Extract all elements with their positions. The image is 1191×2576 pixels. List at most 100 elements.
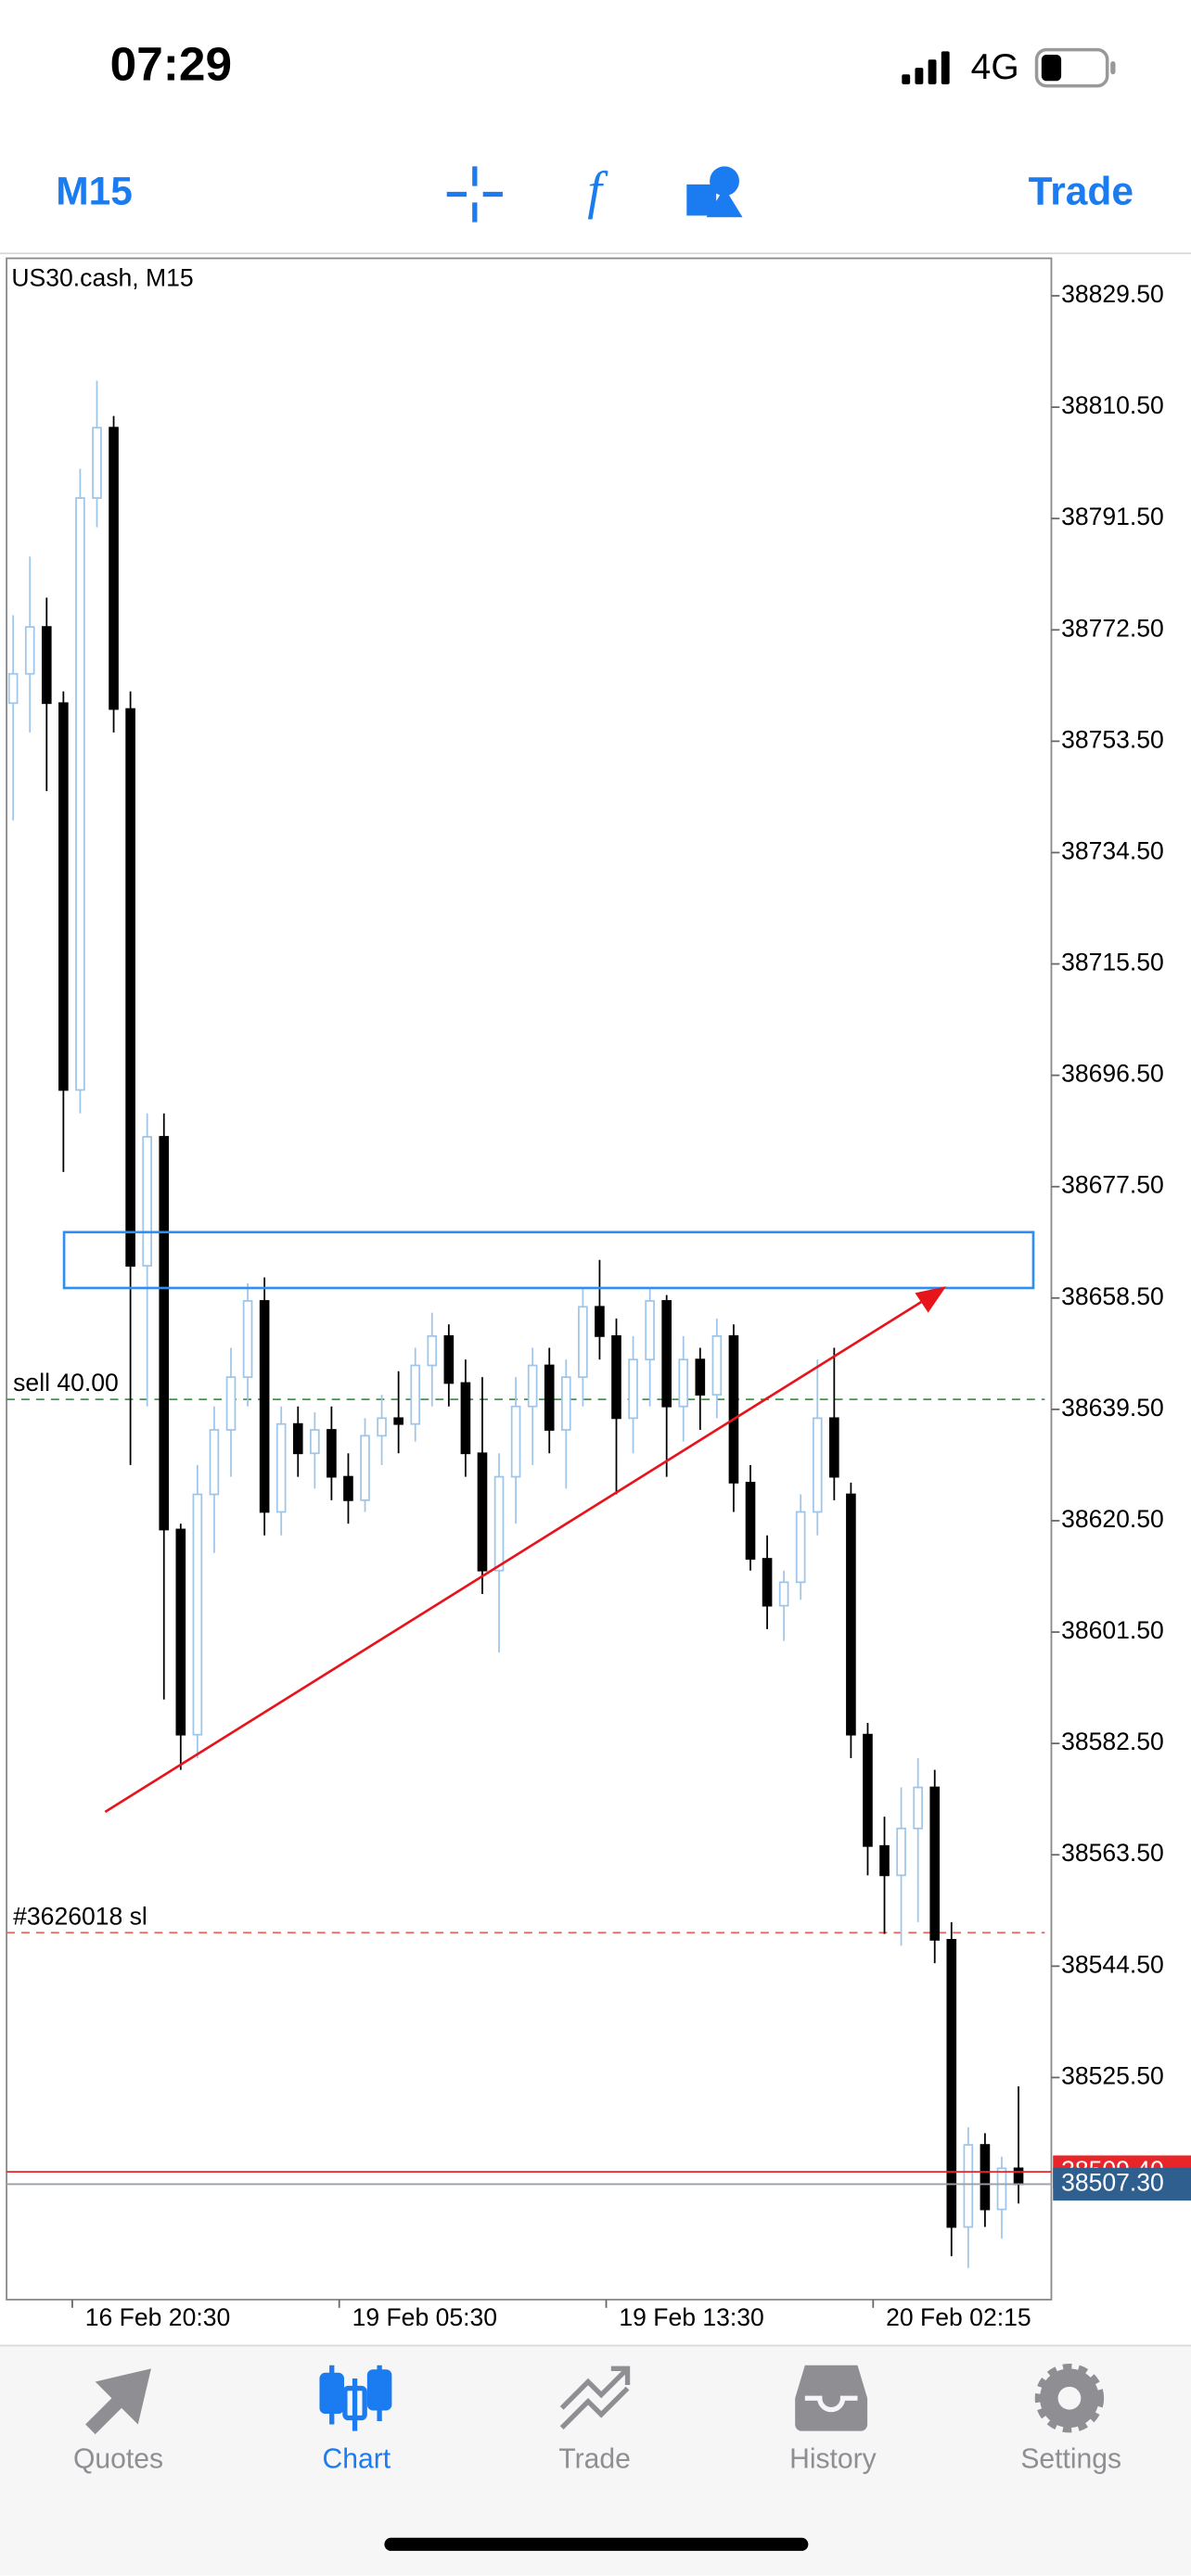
candle-body xyxy=(41,626,52,705)
candle-body xyxy=(410,1364,421,1425)
candle-body xyxy=(762,1558,773,1607)
chart-title: US30.cash, M15 xyxy=(11,264,193,292)
last-box xyxy=(1053,2167,1191,2201)
home-indicator xyxy=(384,2537,809,2551)
y-tick-label: 38677.50 xyxy=(1061,1171,1164,1199)
candle-body xyxy=(92,427,102,499)
candle-body xyxy=(980,2144,991,2211)
y-tick-label: 38696.50 xyxy=(1061,1060,1164,1088)
candle-body xyxy=(393,1417,403,1425)
candle-body xyxy=(24,626,35,675)
tab-label[interactable]: History xyxy=(789,2443,877,2474)
tab-label[interactable]: Trade xyxy=(558,2443,631,2474)
candle-body xyxy=(695,1358,706,1396)
plot-frame xyxy=(6,257,1053,2301)
crosshair-button[interactable] xyxy=(446,166,503,223)
candle-body xyxy=(846,1493,856,1736)
candle-body xyxy=(661,1300,672,1408)
candle-body xyxy=(275,1422,287,1513)
y-tick-label: 38563.50 xyxy=(1061,1839,1164,1867)
tab-labels: Quotes Chart Trade History Settings xyxy=(73,2443,1121,2474)
y-tick-label: 38525.50 xyxy=(1061,2061,1164,2089)
candle-body xyxy=(728,1334,739,1484)
timeframe-button[interactable]: M15 xyxy=(56,171,133,214)
y-tick-label: 38582.50 xyxy=(1061,1728,1164,1755)
candle-body xyxy=(443,1334,455,1384)
candle-body xyxy=(946,1938,957,2228)
candle-body xyxy=(242,1300,253,1379)
battery-icon xyxy=(1034,47,1116,88)
candle-body xyxy=(812,1417,823,1513)
candle-body xyxy=(125,708,135,1267)
network-label: 4G xyxy=(971,47,1019,87)
indicators-button[interactable]: f xyxy=(587,162,608,220)
candle-body xyxy=(611,1334,621,1420)
candle-body xyxy=(1013,2167,1024,2186)
y-tick-label: 38715.50 xyxy=(1061,949,1164,976)
candle-body xyxy=(829,1417,839,1478)
tab-bar xyxy=(0,2345,1191,2576)
candle-body xyxy=(544,1364,555,1431)
trade-icon xyxy=(559,2366,631,2429)
last-label: 38507.30 xyxy=(1061,2168,1164,2196)
candle-body xyxy=(493,1475,505,1572)
candle-body xyxy=(75,497,85,1091)
candle-body xyxy=(477,1452,488,1572)
candle-body xyxy=(896,1827,906,1877)
candle-body xyxy=(645,1300,655,1361)
candle-body xyxy=(578,1306,588,1379)
rectangle-object[interactable] xyxy=(62,1231,1035,1290)
tab-label[interactable]: Chart xyxy=(323,2443,391,2474)
candle-body xyxy=(343,1475,353,1501)
candle-body xyxy=(377,1417,387,1437)
objects-button[interactable] xyxy=(686,166,743,218)
arrow-head xyxy=(915,1286,947,1313)
candle-body xyxy=(209,1429,220,1496)
candle-body xyxy=(360,1435,370,1501)
trade-button[interactable]: Trade xyxy=(1029,171,1133,214)
candle-body xyxy=(159,1136,170,1531)
candle-body xyxy=(628,1358,638,1420)
candle-body xyxy=(460,1382,471,1455)
y-tick-label: 38544.50 xyxy=(1061,1950,1164,1978)
candle-body xyxy=(963,2144,974,2228)
x-tick-label: 20 Feb 02:15 xyxy=(886,2303,1031,2331)
candle-body xyxy=(778,1581,789,1607)
candle-body xyxy=(259,1300,270,1513)
candle-body xyxy=(58,702,69,1091)
y-tick-label: 38601.50 xyxy=(1061,1616,1164,1644)
candle-body xyxy=(913,1786,923,1830)
status-time: 07:29 xyxy=(110,38,232,91)
order-line-label: #3626018 sl xyxy=(13,1902,147,1930)
y-tick-label: 38810.50 xyxy=(1061,391,1164,419)
chart-icon xyxy=(319,2365,392,2431)
candle-body xyxy=(595,1306,605,1337)
y-tick-label: 38772.50 xyxy=(1061,614,1164,642)
quotes-icon xyxy=(85,2368,151,2435)
candle-body xyxy=(175,1528,186,1736)
tab-label[interactable]: Settings xyxy=(1020,2443,1121,2474)
candle-body xyxy=(678,1358,689,1408)
history-icon xyxy=(795,2365,868,2431)
candle-body xyxy=(192,1493,203,1736)
y-tick-label: 38829.50 xyxy=(1061,280,1164,308)
x-tick-label: 19 Feb 05:30 xyxy=(352,2303,497,2331)
candle-body xyxy=(879,1844,890,1877)
candle-body xyxy=(745,1482,756,1560)
y-tick-label: 38658.50 xyxy=(1061,1282,1164,1310)
tab-label[interactable]: Quotes xyxy=(73,2443,163,2474)
y-tick-label: 38639.50 xyxy=(1061,1394,1164,1422)
candle-body xyxy=(996,2167,1007,2211)
order-line-label: sell 40.00 xyxy=(13,1369,119,1396)
trend-line-object[interactable] xyxy=(104,1293,934,1814)
chart-layer: 38829.50 38810.50 38791.50 38772.50 38753.50… xyxy=(6,280,1191,2331)
candle-body xyxy=(327,1429,337,1478)
candle-body xyxy=(142,1136,152,1267)
y-tick-label: 38620.50 xyxy=(1061,1505,1164,1533)
candle-body xyxy=(225,1376,237,1431)
settings-icon xyxy=(1034,2364,1105,2433)
candle-body xyxy=(427,1334,438,1367)
candle-body xyxy=(560,1376,571,1431)
y-tick-label: 38791.50 xyxy=(1061,503,1164,530)
